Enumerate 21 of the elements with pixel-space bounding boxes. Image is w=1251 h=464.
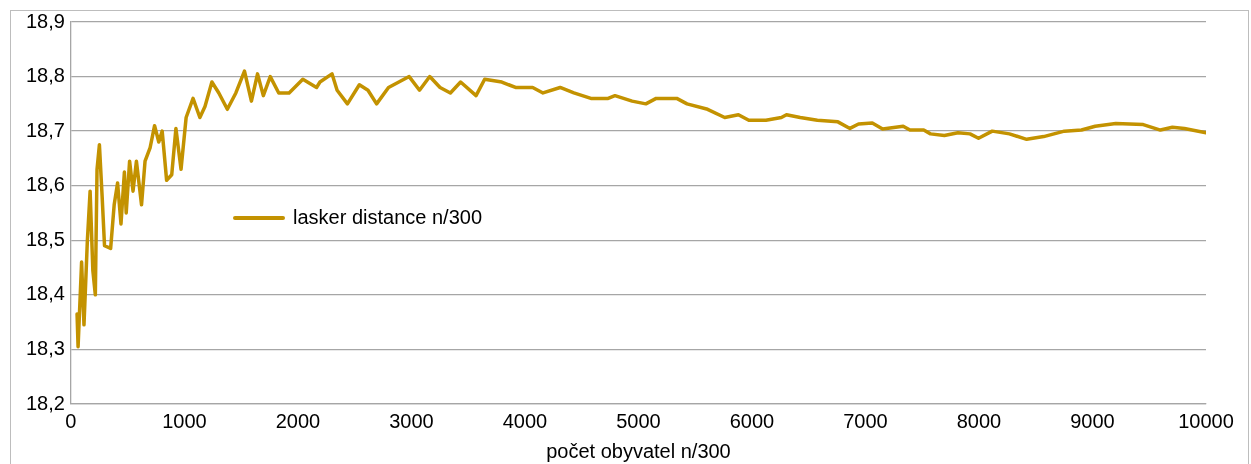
x-tick-label: 3000 xyxy=(389,409,434,432)
x-tick-label: 1000 xyxy=(162,409,207,432)
y-tick-label: 18,5 xyxy=(25,227,65,250)
y-tick-label: 18,6 xyxy=(25,173,65,196)
x-tick-label: 6000 xyxy=(729,409,775,432)
y-tick-label: 18,2 xyxy=(25,391,65,414)
y-tick-label: 18,4 xyxy=(25,282,65,305)
x-tick-label: 7000 xyxy=(843,409,888,432)
y-tick-label: 18,7 xyxy=(25,118,65,141)
x-tick-label: 4000 xyxy=(502,409,548,432)
x-tick-label: 8000 xyxy=(956,409,1002,432)
x-tick-label: 0 xyxy=(65,409,77,432)
y-tick-label: 18,8 xyxy=(25,64,65,87)
y-tick-label: 18,9 xyxy=(25,9,65,32)
x-tick-label: 2000 xyxy=(275,409,321,432)
x-axis-title: počet obyvatel n/300 xyxy=(546,439,731,462)
legend-label: lasker distance n/300 xyxy=(293,206,483,229)
y-tick-label: 18,3 xyxy=(25,336,65,359)
x-tick-label: 5000 xyxy=(616,409,661,432)
x-tick-label: 10000 xyxy=(1178,409,1234,432)
x-tick-label: 9000 xyxy=(1070,409,1115,432)
